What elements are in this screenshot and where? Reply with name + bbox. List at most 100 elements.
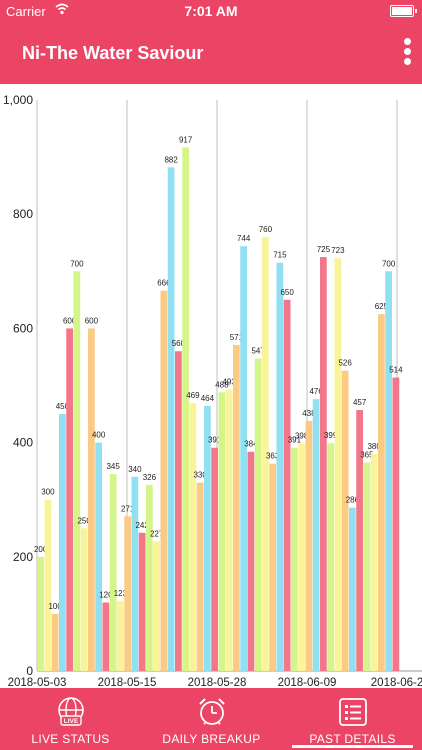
bar-value-label: 271	[121, 504, 135, 513]
wifi-icon	[55, 3, 69, 18]
bar	[80, 528, 88, 671]
bar	[356, 410, 363, 671]
bar	[385, 271, 392, 671]
bar	[305, 420, 313, 671]
bar	[363, 462, 371, 671]
bar	[334, 258, 342, 671]
bar-value-label: 330	[193, 471, 207, 480]
status-bar: Carrier 7:01 AM	[0, 0, 422, 22]
bar-value-label: 391	[288, 436, 302, 445]
bar	[189, 403, 197, 671]
bar	[196, 482, 204, 671]
bar-value-label: 391	[208, 436, 222, 445]
bar-value-label: 493	[222, 377, 236, 386]
bar	[392, 377, 400, 671]
bar-chart: 0 200 400 600 800 1,000 200 300 100 450 600 700 250 6…	[3, 93, 422, 688]
bar-value-label: 700	[382, 259, 396, 268]
bar-value-label: 625	[375, 302, 389, 311]
bar-value-label: 363	[266, 452, 280, 461]
bar-value-label: 744	[237, 234, 251, 243]
bar-value-label: 526	[338, 359, 352, 368]
bar-value-label: 100	[48, 602, 62, 611]
bar-value-label: 666	[157, 279, 171, 288]
bar-value-label: 380	[367, 442, 381, 451]
bar-value-label: 547	[251, 347, 265, 356]
bar-value-label: 340	[128, 465, 142, 474]
overflow-menu-icon[interactable]	[400, 36, 414, 70]
bar	[146, 484, 153, 671]
bar	[349, 507, 356, 671]
bar-value-label: 600	[85, 316, 99, 325]
app-bar: Ni-The Water Saviour	[0, 22, 422, 84]
bar	[370, 454, 378, 671]
x-tick-label: 2018-06-2	[371, 677, 422, 688]
bar-value-label: 723	[331, 246, 345, 255]
bar	[341, 370, 349, 671]
bar-value-label: 882	[164, 155, 178, 164]
bar	[254, 358, 262, 671]
bar	[182, 147, 189, 671]
bar	[211, 447, 218, 671]
y-tick-label: 1,000	[3, 93, 33, 107]
bar	[262, 237, 269, 672]
tab-past-details[interactable]: PAST DETAILS	[282, 688, 422, 750]
bar-value-label: 365	[360, 451, 374, 460]
y-tick-label: 200	[13, 550, 33, 564]
bar-value-label: 571	[230, 333, 244, 342]
bar	[37, 556, 44, 671]
bar	[73, 271, 81, 671]
bar-value-label: 760	[259, 225, 273, 234]
bar-value-label: 250	[77, 516, 91, 525]
bar	[109, 474, 117, 671]
bar	[138, 532, 146, 671]
bar-value-label: 457	[353, 398, 367, 407]
bar-value-label: 200	[34, 545, 48, 554]
bar-value-label: 715	[273, 251, 287, 260]
bar	[131, 476, 139, 671]
bar	[312, 399, 320, 671]
bar-value-label: 438	[302, 409, 316, 418]
bar	[88, 328, 95, 671]
active-tab-indicator	[292, 745, 413, 748]
tab-daily-breakup[interactable]: DAILY BREAKUP	[141, 688, 282, 750]
bar-value-label: 398	[295, 432, 309, 441]
bar-value-label: 464	[201, 394, 215, 403]
bar-value-label: 384	[244, 440, 258, 449]
bar	[240, 246, 247, 671]
bar-value-label: 514	[389, 366, 403, 375]
bar-value-label: 300	[41, 488, 55, 497]
status-time: 7:01 AM	[184, 3, 238, 19]
bar-value-label: 469	[186, 391, 200, 400]
bar	[66, 328, 73, 671]
bar	[175, 351, 182, 671]
bar	[378, 314, 385, 671]
app-title: Ni-The Water Saviour	[22, 43, 204, 63]
y-tick-label: 0	[26, 664, 33, 678]
bar	[95, 442, 102, 671]
bottom-tab-bar: LIVE LIVE STATUS DAILY BREAKUP PAST DETA…	[0, 688, 422, 750]
y-tick-label: 600	[13, 321, 33, 335]
bar-value-label: 560	[172, 339, 186, 348]
tab-live-status[interactable]: LIVE LIVE STATUS	[0, 688, 141, 750]
bar-value-label: 725	[317, 245, 331, 254]
bar	[327, 443, 334, 671]
bar	[167, 167, 175, 671]
bar	[44, 499, 52, 671]
bar	[320, 257, 327, 671]
bar-value-label: 700	[70, 259, 84, 268]
bar-value-label: 917	[179, 135, 193, 144]
tab-label: LIVE STATUS	[31, 732, 110, 746]
list-icon	[337, 696, 369, 733]
bar-value-label: 326	[143, 473, 157, 482]
globe-live-icon: LIVE	[55, 696, 87, 733]
bar	[160, 290, 168, 671]
bar	[59, 414, 66, 671]
bar-value-label: 488	[215, 380, 229, 389]
bar	[218, 392, 226, 671]
bar	[276, 262, 284, 671]
bar	[291, 447, 298, 671]
bar	[124, 516, 131, 671]
bar	[225, 389, 233, 671]
bar	[233, 344, 240, 671]
y-tick-label: 400	[13, 436, 33, 450]
